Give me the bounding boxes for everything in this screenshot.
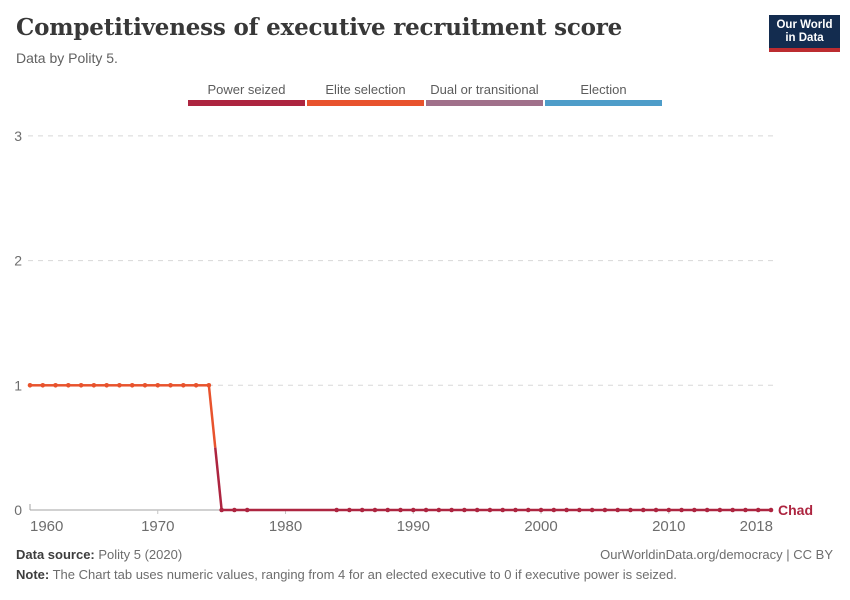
data-point[interactable] [78,383,84,388]
legend-swatch [545,100,662,106]
data-point[interactable] [755,507,761,513]
data-point[interactable] [730,507,735,513]
data-point[interactable] [640,507,646,513]
data-point[interactable] [628,507,633,513]
data-point[interactable] [385,507,391,513]
x-tick-label: 2000 [524,518,557,535]
owid-logo[interactable]: Our World in Data [769,15,840,52]
data-point[interactable] [410,507,416,513]
data-point[interactable] [462,507,467,513]
data-point[interactable] [27,383,33,388]
data-point[interactable] [104,383,109,388]
legend-item-elite-selection[interactable]: Elite selection [307,82,424,106]
data-point[interactable] [704,507,710,513]
data-point[interactable] [423,507,429,513]
series-line[interactable] [214,447,223,511]
data-point[interactable] [717,507,723,513]
x-tick-label: 1970 [141,518,174,535]
entity-label[interactable]: Chad [778,502,813,518]
data-point[interactable] [653,507,659,513]
y-tick-label: 2 [14,253,22,269]
legend-swatch [188,100,305,106]
legend-item-election[interactable]: Election [545,82,662,106]
data-point[interactable] [500,507,506,513]
x-tick-label: 1990 [397,518,430,535]
data-point[interactable] [155,383,161,388]
data-point[interactable] [91,383,97,388]
legend-swatch [307,100,424,106]
data-point[interactable] [487,507,493,513]
data-point[interactable] [347,507,352,513]
color-legend: Power seized Elite selection Dual or tra… [0,82,850,106]
y-tick-label: 1 [14,377,22,393]
data-point[interactable] [602,507,608,513]
data-point[interactable] [474,507,480,513]
data-point[interactable] [513,507,518,513]
data-source: Data source: Polity 5 (2020) [16,547,183,562]
data-point[interactable] [232,507,237,513]
data-point[interactable] [398,507,403,513]
chart-note: Note: The Chart tab uses numeric values,… [16,567,677,582]
data-point[interactable] [679,507,684,513]
data-point[interactable] [743,507,748,513]
data-point[interactable] [768,507,774,513]
data-point[interactable] [666,507,672,513]
series-line[interactable] [207,385,217,448]
data-point[interactable] [449,507,454,513]
data-point[interactable] [206,383,212,388]
owid-logo-red-strip [769,48,840,52]
legend-item-power-seized[interactable]: Power seized [188,82,305,106]
data-point[interactable] [40,383,46,388]
data-point[interactable] [66,383,71,388]
data-point[interactable] [117,383,122,388]
x-tick-label: 1980 [269,518,302,535]
data-point[interactable] [142,383,148,388]
chart-subtitle: Data by Polity 5. [16,50,118,66]
x-tick-label: 2018 [740,518,773,535]
owid-logo-text: Our World in Data [769,15,840,48]
data-point[interactable] [334,507,339,513]
data-point[interactable] [525,507,531,513]
credit-link[interactable]: OurWorldinData.org/democracy | CC BY [600,547,833,562]
data-point[interactable] [244,507,250,513]
data-point[interactable] [564,507,569,513]
data-point[interactable] [359,507,365,513]
page-title: Competitiveness of executive recruitment… [16,14,623,41]
data-point[interactable] [589,507,595,513]
data-point[interactable] [551,507,557,513]
legend-item-dual-or-transitional[interactable]: Dual or transitional [426,82,543,106]
legend-swatch [426,100,543,106]
data-point[interactable] [219,507,224,513]
data-point[interactable] [193,383,199,388]
y-tick-label: 3 [14,128,22,144]
data-point[interactable] [168,383,173,388]
data-point[interactable] [129,383,135,388]
data-point[interactable] [615,507,620,513]
data-point[interactable] [692,507,697,513]
data-point[interactable] [436,507,442,513]
data-point[interactable] [577,507,582,513]
y-tick-label: 0 [14,502,22,518]
data-point[interactable] [372,507,378,513]
x-tick-label: 1960 [30,518,63,535]
data-point[interactable] [538,507,544,513]
x-tick-label: 2010 [652,518,685,535]
data-point[interactable] [181,383,186,388]
data-point[interactable] [53,383,58,388]
